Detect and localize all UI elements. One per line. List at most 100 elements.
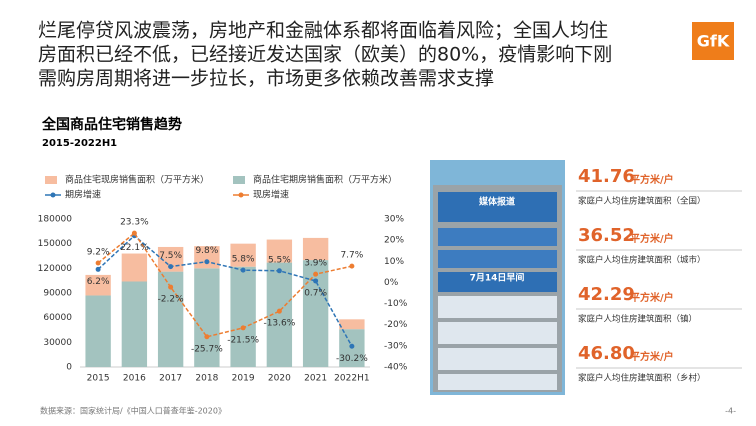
bar [339,319,365,330]
value-label: -21.5% [227,335,259,345]
point [95,260,101,266]
y2-tick-label: 30% [384,215,404,225]
value-label: 7.7% [340,251,363,261]
value-label: -30.2% [336,354,368,364]
point [349,263,355,269]
poster-panel [438,348,557,370]
value-label: 23.3% [120,218,149,228]
y-tick-label: 150000 [38,239,73,249]
stat-value: 41.76 [578,166,635,187]
header: 烂尾停贷风波震荡，房地产和金融体系都将面临着风险；全国人均住 房面积已经不低，已… [38,20,612,90]
stat-label: 家庭户人均住房建筑面积（城市） [578,255,706,266]
point [276,268,282,274]
legend-label: 商品住宅期房销售面积（万平方米） [253,174,397,186]
bar [85,295,111,367]
title-line: 烂尾停贷风波震荡，房地产和金融体系都将面临着风险；全国人均住 [38,20,608,42]
legend-swatch [233,176,245,184]
y-tick-label: 120000 [38,264,73,274]
source: 数据来源：国家统计局/《中国人口普查年鉴-2020》 [40,406,226,416]
value-label: -2.2% [158,295,185,305]
value-label: 3.9% [304,259,327,269]
stat-unit: 平方米/户 [630,291,674,304]
y2-tick-label: -10% [384,299,408,309]
title-line: 房面积已经不低，已经接近发达国家（欧美）的80%，疫情影响下刚 [38,44,612,66]
value-label: -25.7% [191,344,223,354]
bar [121,281,148,367]
poster-panel [438,228,557,246]
poster-panel [438,250,557,268]
point [240,267,246,273]
value-label: 5.8% [232,255,255,265]
stat-label: 家庭户人均住房建筑面积（镇） [578,314,697,325]
point [313,278,319,284]
x-tick-label: 2022H1 [334,374,369,384]
y2-tick-label: 0% [384,278,399,288]
x-tick-label: 2015 [87,374,110,384]
poster-panel [438,272,557,292]
legend-swatch [45,176,57,184]
value-label: -13.6% [263,319,295,329]
stat-unit: 平方米/户 [630,232,674,245]
stat-label: 家庭户人均住房建筑面积（全国） [578,196,706,207]
point [95,266,101,272]
legend-swatch [238,192,244,198]
value-label: 6.2% [87,277,110,287]
line [97,232,353,338]
x-tick-label: 2016 [123,374,146,384]
value-label: 9.8% [195,246,218,256]
bar [194,268,220,367]
value-label: 22.1% [120,243,149,253]
y2-tick-label: -30% [384,341,408,351]
y2-tick-label: 10% [384,257,404,267]
chart-subtitle: 2015-2022H1 [42,138,117,149]
y2-tick-label: -20% [384,320,408,330]
stats: 41.76平方米/户家庭户人均住房建筑面积（全国）36.52平方米/户家庭户人均… [576,166,742,384]
point [168,284,174,290]
point [168,264,174,270]
logo-box [692,22,734,60]
stat-label: 家庭户人均住房建筑面积（乡村） [578,373,706,384]
poster-panel [438,296,557,318]
y2-tick-label: 20% [384,236,404,246]
bar [121,253,148,282]
value-label: 9.2% [87,247,110,257]
point [240,325,246,331]
y-tick-label: 60000 [43,313,72,323]
point [131,230,137,236]
bar [302,237,329,261]
stat-value: 42.29 [578,284,635,305]
title-line: 需购房周期将进一步拉长，市场更多依赖改善需求支撑 [38,68,494,90]
bar [85,274,111,296]
legend-label: 期房增速 [65,189,101,201]
point [349,343,355,349]
poster-panel [438,374,557,390]
poster-date: 7月14日早间 [470,272,525,284]
poster: 媒体报道 7月14日早间 [430,160,565,395]
x-tick-label: 2019 [232,374,255,384]
y-tick-label: 180000 [38,215,73,225]
x-tick-label: 2018 [195,374,218,384]
x-tick-label: 2021 [304,374,327,384]
point [276,308,282,314]
x-tick-label: 2017 [159,374,182,384]
legend-swatch [50,192,56,198]
y-tick-label: 0 [66,363,72,373]
y2-tick-label: -40% [384,363,408,373]
page-number: -4- [725,407,736,416]
stat-value: 36.52 [578,225,635,246]
poster-heading: 媒体报道 [478,196,515,208]
bar [230,243,256,267]
y-tick-label: 90000 [43,289,72,299]
stat-unit: 平方米/户 [630,173,674,186]
legend-label: 现房增速 [253,189,289,201]
x-tick-label: 2020 [268,374,291,384]
legend-label: 商品住宅现房销售面积（万平方米） [65,174,209,186]
bar [230,266,256,367]
value-label: 0.7% [304,288,327,298]
poster-panel [438,322,557,344]
point [204,334,210,340]
stat-value: 46.80 [578,343,635,364]
poster-panel [438,192,557,222]
point [204,259,210,265]
logo: GfK [697,32,730,51]
